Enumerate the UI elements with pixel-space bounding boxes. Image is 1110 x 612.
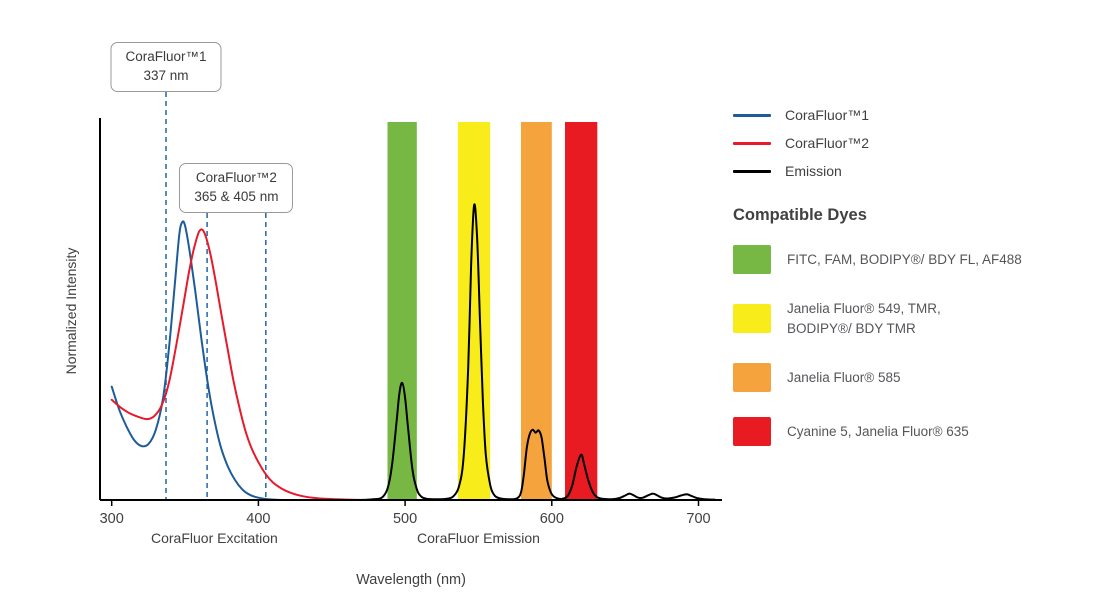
callout-corafluor2-wavelength: 365 & 405 nm <box>194 188 279 204</box>
dye-swatch-orange <box>733 363 771 393</box>
legend-label-emission: Emission <box>785 163 842 179</box>
compatible-dyes-heading: Compatible Dyes <box>733 206 867 224</box>
legend-item-corafluor1: CoraFluor™1 <box>733 106 1105 124</box>
legend-panel: CoraFluor™1 CoraFluor™2 Emission Compati… <box>733 106 1105 471</box>
dye-label-red: Cyanine 5, Janelia Fluor® 635 <box>787 423 969 439</box>
legend-line-corafluor2 <box>733 141 771 145</box>
x-tick-label-400: 400 <box>246 511 270 527</box>
callout-corafluor2: CoraFluor™2 365 & 405 nm <box>179 163 294 213</box>
legend-line-corafluor1 <box>733 113 771 117</box>
series-curve-excitation-corafluor2 <box>110 228 371 501</box>
dye-row-yellow: Janelia Fluor® 549, TMR, BODIPY®/ BDY TM… <box>733 299 1105 338</box>
dye-row-green: FITC, FAM, BODIPY®/ BDY FL, AF488 <box>733 245 1105 274</box>
x-tick-label-700: 700 <box>686 511 710 527</box>
legend-line-emission <box>733 169 771 173</box>
series-curve-emission-emission <box>360 203 716 501</box>
axis-section-label-1: CoraFluor Emission <box>417 530 540 546</box>
legend-label-corafluor1: CoraFluor™1 <box>785 107 870 123</box>
legend-item-emission: Emission <box>733 162 1105 180</box>
callout-corafluor1-wavelength: 337 nm <box>143 67 189 83</box>
x-axis-title: Wavelength (nm) <box>356 572 466 588</box>
x-tick-label-600: 600 <box>540 511 564 527</box>
dye-label-orange: Janelia Fluor® 585 <box>787 369 901 385</box>
dye-swatch-red <box>733 417 771 447</box>
green-band <box>387 122 417 500</box>
red-band <box>565 122 598 500</box>
legend-label-corafluor2: CoraFluor™2 <box>785 135 870 151</box>
callout-corafluor1-title: CoraFluor™1 <box>125 49 207 64</box>
dye-label-green: FITC, FAM, BODIPY®/ BDY FL, AF488 <box>787 251 1022 267</box>
x-tick-label-300: 300 <box>100 511 124 527</box>
dye-swatch-yellow <box>733 304 771 334</box>
dye-label-yellow: Janelia Fluor® 549, TMR, BODIPY®/ BDY TM… <box>787 301 941 336</box>
dye-row-orange: Janelia Fluor® 585 <box>733 363 1105 393</box>
dye-swatch-green <box>733 245 771 274</box>
dye-row-red: Cyanine 5, Janelia Fluor® 635 <box>733 417 1105 447</box>
spectra-chart: 300 400 500 600 700 CoraFluor Excitation CoraF… <box>63 74 722 588</box>
callout-corafluor1: CoraFluor™1 337 nm <box>110 42 222 92</box>
legend-item-corafluor2: CoraFluor™2 <box>733 134 1105 152</box>
callout-corafluor2-title: CoraFluor™2 <box>195 170 277 185</box>
x-tick-label-500: 500 <box>393 511 417 527</box>
series-curve-excitation-corafluor1 <box>110 220 285 501</box>
orange-band <box>521 122 552 500</box>
axis-section-label-0: CoraFluor Excitation <box>151 530 278 546</box>
y-axis-title: Normalized Intensity <box>63 248 79 375</box>
